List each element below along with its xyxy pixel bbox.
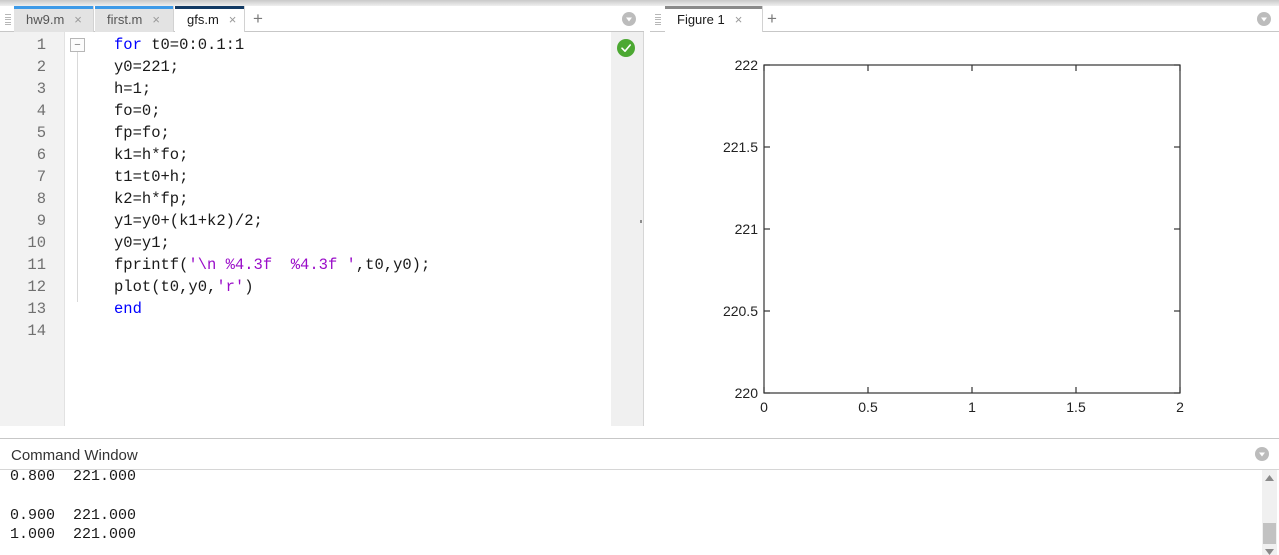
svg-text:221.5: 221.5 — [723, 139, 758, 155]
svg-text:221: 221 — [735, 221, 759, 237]
svg-text:2: 2 — [1176, 399, 1184, 415]
svg-text:220.5: 220.5 — [723, 303, 758, 319]
svg-text:1.5: 1.5 — [1066, 399, 1086, 415]
svg-text:1: 1 — [968, 399, 976, 415]
svg-text:222: 222 — [735, 57, 759, 73]
svg-text:0.5: 0.5 — [858, 399, 878, 415]
svg-text:220: 220 — [735, 385, 759, 401]
svg-text:0: 0 — [760, 399, 768, 415]
